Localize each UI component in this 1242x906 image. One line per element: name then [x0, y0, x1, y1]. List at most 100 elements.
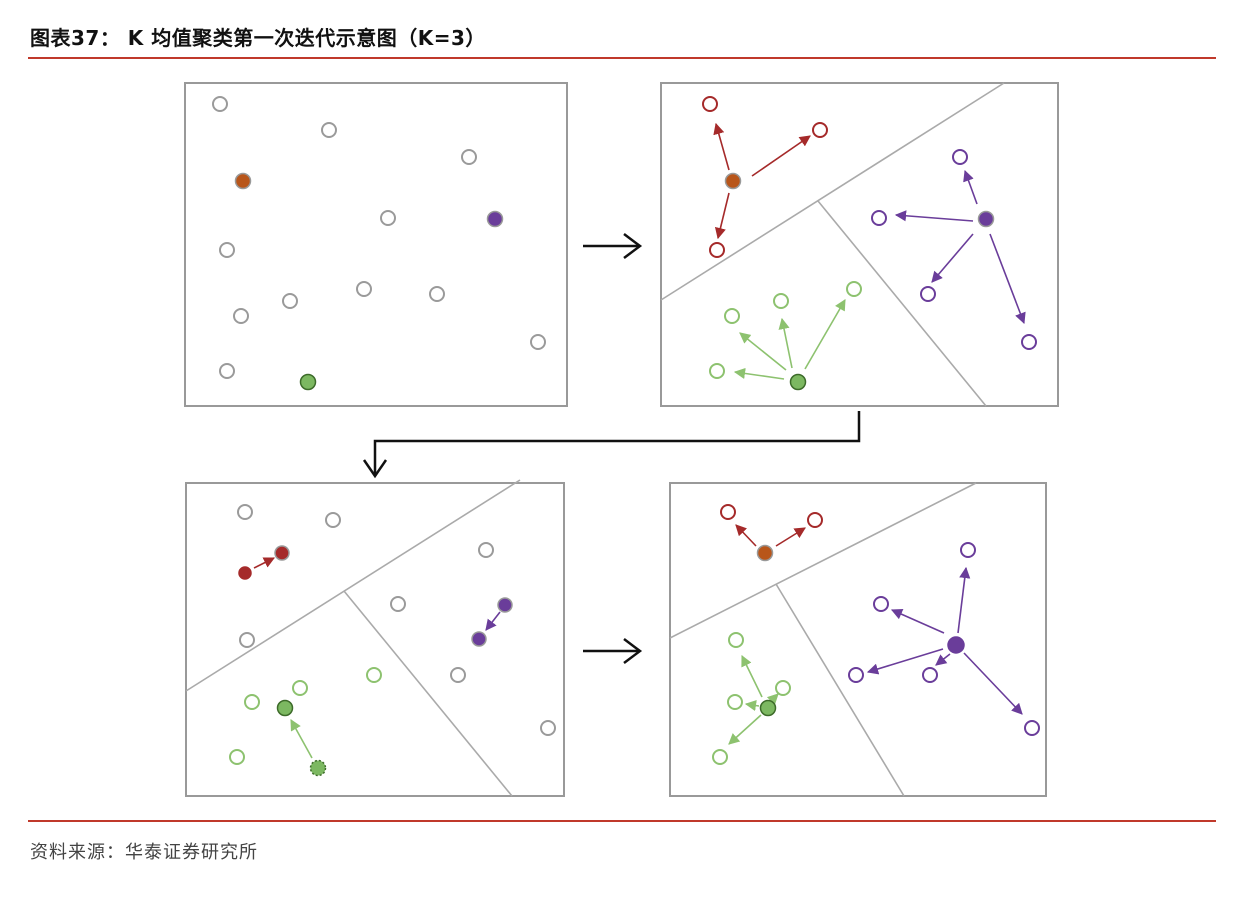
- assign-arrow: [775, 527, 806, 547]
- data-point-purple: [1024, 720, 1040, 736]
- assign-arrow: [963, 169, 978, 205]
- centroid-purple: [977, 210, 995, 228]
- panel-1-initial: [184, 82, 568, 407]
- data-point: [461, 149, 477, 165]
- data-point: [325, 512, 341, 528]
- data-point: [282, 293, 298, 309]
- assign-arrow: [963, 652, 1023, 715]
- data-point-red: [702, 96, 718, 112]
- footer-divider: [28, 820, 1216, 822]
- data-point: [450, 667, 466, 683]
- assign-arrow: [735, 524, 757, 547]
- panel-4-reassignment: [669, 482, 1047, 797]
- data-point-red: [812, 122, 828, 138]
- figure-title: 图表37： K 均值聚类第一次迭代示意图（K=3）: [30, 26, 486, 50]
- assign-arrow: [744, 699, 760, 712]
- move-arrow: [290, 719, 313, 759]
- data-point-green: [846, 281, 862, 297]
- assign-arrow: [935, 653, 951, 666]
- data-point-green: [727, 694, 743, 710]
- centroid-purple-old: [497, 597, 513, 613]
- data-point-purple: [1021, 334, 1037, 350]
- centroid-green: [789, 373, 807, 391]
- centroid-purple: [486, 210, 504, 228]
- centroid-red-old: [236, 564, 254, 582]
- assign-arrow: [741, 654, 763, 698]
- centroid-purple-new: [471, 631, 487, 647]
- data-point-purple: [960, 542, 976, 558]
- data-point: [540, 720, 556, 736]
- assign-arrow: [751, 135, 811, 177]
- data-point: [429, 286, 445, 302]
- boundary-line: [660, 82, 1005, 301]
- centroid-orange: [724, 172, 742, 190]
- title-divider: [28, 57, 1216, 59]
- boundary-line: [669, 482, 977, 639]
- data-point-red: [720, 504, 736, 520]
- centroid-orange: [756, 544, 774, 562]
- move-arrow: [485, 611, 501, 631]
- flow-arrow-right-top: [583, 233, 643, 259]
- assign-arrow: [713, 122, 730, 171]
- centroid-orange: [234, 172, 252, 190]
- data-point: [530, 334, 546, 350]
- data-point-green: [773, 293, 789, 309]
- data-point-red: [807, 512, 823, 528]
- data-point-green: [366, 667, 382, 683]
- data-point: [239, 632, 255, 648]
- data-point: [356, 281, 372, 297]
- boundary-line: [775, 583, 905, 797]
- assign-arrow: [890, 608, 945, 634]
- assign-arrow: [804, 299, 846, 370]
- data-point-purple: [920, 286, 936, 302]
- assign-arrow: [778, 317, 793, 369]
- assign-arrow: [739, 332, 787, 371]
- assign-arrow: [894, 210, 974, 222]
- data-point-red: [709, 242, 725, 258]
- data-point: [390, 596, 406, 612]
- data-point-purple: [952, 149, 968, 165]
- data-point-green: [712, 749, 728, 765]
- data-point: [212, 96, 228, 112]
- panel-3-update: [185, 479, 565, 797]
- source-note: 资料来源：华泰证券研究所: [30, 842, 258, 863]
- data-point-green: [728, 632, 744, 648]
- centroid-green-old: [309, 759, 327, 777]
- data-point: [237, 504, 253, 520]
- assign-arrow: [728, 714, 762, 745]
- data-point-purple: [922, 667, 938, 683]
- data-point: [478, 542, 494, 558]
- flow-arrow-right-bottom: [583, 638, 643, 664]
- boundary-line: [817, 200, 987, 407]
- assign-arrow: [866, 648, 944, 675]
- data-point-green: [775, 680, 791, 696]
- panel-2-assignment: [660, 82, 1059, 407]
- centroid-green: [299, 373, 317, 391]
- flow-arrow-elbow: [362, 411, 861, 479]
- assign-arrow: [714, 192, 730, 240]
- data-point: [219, 242, 235, 258]
- data-point-green: [229, 749, 245, 765]
- move-arrow: [253, 557, 276, 569]
- centroid-green-new: [276, 699, 294, 717]
- data-point: [219, 363, 235, 379]
- data-point-green: [724, 308, 740, 324]
- data-point-purple: [873, 596, 889, 612]
- data-point-green: [244, 694, 260, 710]
- boundary-line: [185, 479, 521, 692]
- centroid-purple: [947, 636, 965, 654]
- assign-arrow: [931, 233, 974, 283]
- centroid-red-new: [274, 545, 290, 561]
- boundary-line: [343, 590, 513, 797]
- assign-arrow: [989, 233, 1026, 325]
- assign-arrow: [766, 693, 779, 706]
- assign-arrow: [957, 566, 971, 634]
- assign-arrow: [733, 367, 785, 380]
- data-point: [233, 308, 249, 324]
- data-point-purple: [871, 210, 887, 226]
- centroid-green: [759, 699, 777, 717]
- data-point: [321, 122, 337, 138]
- data-point: [380, 210, 396, 226]
- data-point-green: [292, 680, 308, 696]
